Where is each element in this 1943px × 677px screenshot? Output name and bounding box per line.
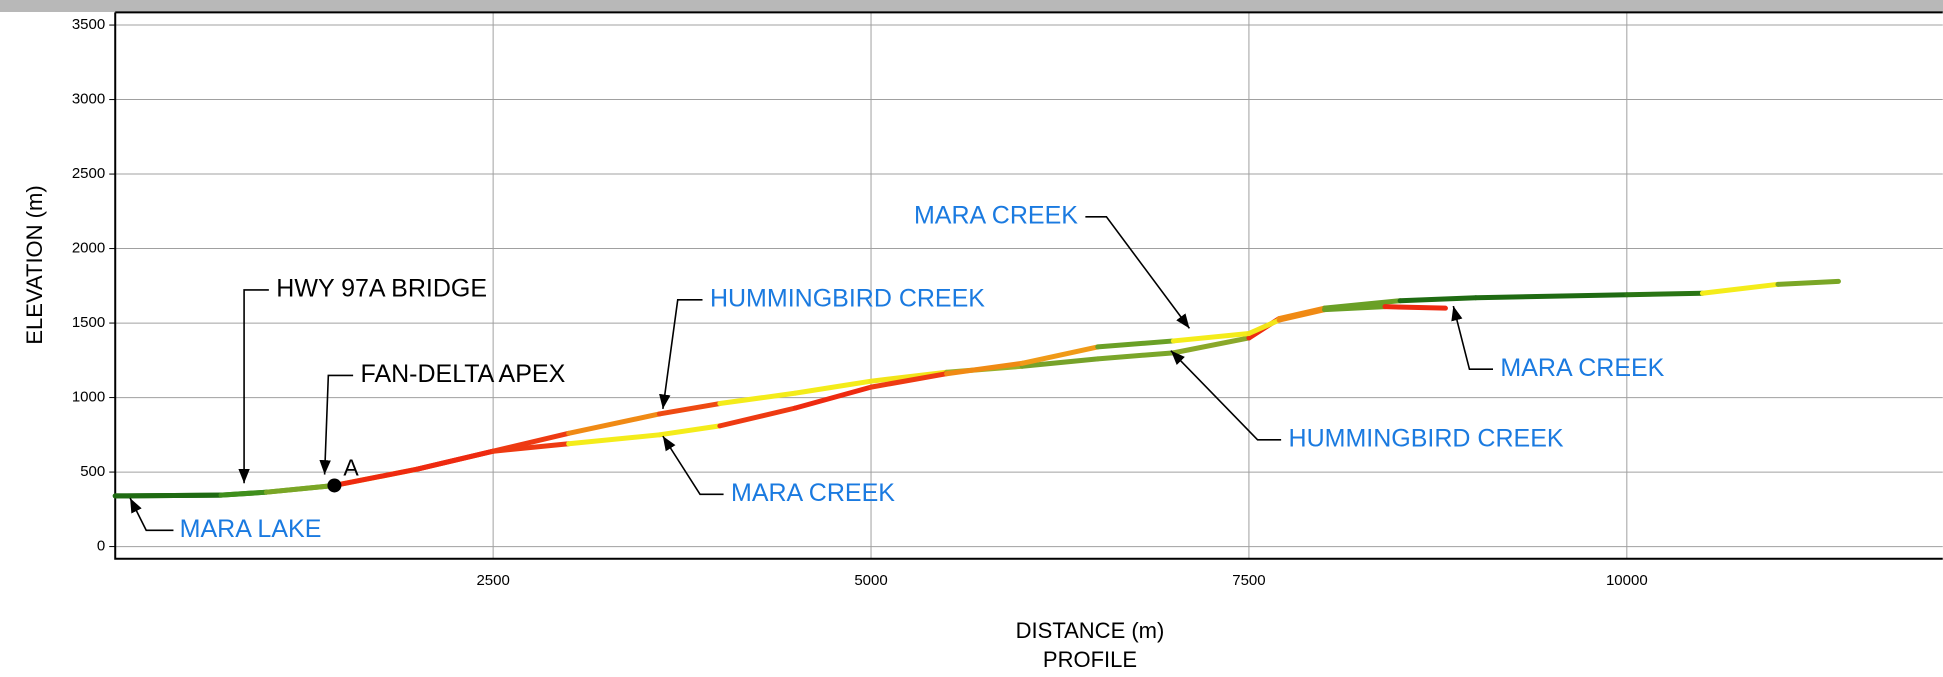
profile-segment bbox=[1170, 335, 1252, 356]
y-tick-label: 3000 bbox=[72, 91, 105, 108]
y-tick-label: 0 bbox=[97, 538, 105, 555]
profile-segment bbox=[1382, 304, 1448, 311]
profile-segment bbox=[944, 360, 1025, 377]
profile-segment bbox=[1699, 281, 1781, 296]
profile-segment bbox=[566, 411, 662, 436]
annotation: MARA CREEK bbox=[1500, 354, 1664, 382]
map-strip bbox=[0, 0, 1943, 12]
profile-segment bbox=[263, 482, 337, 495]
profile-segment bbox=[717, 405, 798, 429]
x-tick-label: 7500 bbox=[1232, 572, 1265, 589]
annotation: HUMMINGBIRD CREEK bbox=[1289, 424, 1564, 452]
profile-segment bbox=[112, 492, 224, 499]
x-tick-label: 10000 bbox=[1606, 572, 1648, 589]
profile-segment bbox=[1019, 356, 1101, 369]
profile-segment bbox=[1322, 304, 1388, 313]
y-tick-label: 1000 bbox=[72, 389, 105, 406]
y-tick-label: 1500 bbox=[72, 314, 105, 331]
profile-segment bbox=[792, 378, 874, 396]
profile-segment bbox=[1170, 330, 1252, 344]
subtitle: PROFILE bbox=[1043, 647, 1137, 672]
y-tick-label: 2000 bbox=[72, 240, 105, 257]
profile-segment bbox=[656, 423, 723, 438]
plot-frame bbox=[114, 12, 1943, 560]
profile-segment bbox=[1775, 278, 1841, 287]
leader-arrow bbox=[129, 497, 174, 532]
leader-arrow bbox=[1085, 216, 1191, 329]
profile-segment bbox=[1276, 307, 1328, 323]
annotation: MARA LAKE bbox=[180, 515, 322, 543]
annotation: HUMMINGBIRD CREEK bbox=[710, 284, 985, 312]
leader-arrow bbox=[659, 299, 703, 409]
profile-segment bbox=[717, 390, 798, 407]
profile-segment bbox=[1095, 350, 1176, 362]
x-axis-label: DISTANCE (m) bbox=[1016, 618, 1165, 643]
profile-segment bbox=[415, 448, 496, 472]
profile-segment bbox=[1624, 290, 1705, 298]
profile-segment bbox=[868, 371, 950, 390]
profile-segment bbox=[490, 441, 572, 454]
profile-segment bbox=[792, 384, 874, 411]
profile-segment bbox=[1397, 295, 1479, 304]
x-tick-label: 5000 bbox=[854, 572, 887, 589]
y-tick-label: 2500 bbox=[72, 165, 105, 182]
annotation: MARA CREEK bbox=[731, 479, 895, 507]
point bbox=[327, 478, 342, 493]
profile-segment bbox=[1246, 317, 1282, 336]
profile-segment bbox=[656, 401, 723, 417]
profile-segment bbox=[331, 466, 421, 488]
y-axis-label: ELEVATION (m) bbox=[22, 185, 47, 344]
leader-arrow bbox=[1170, 350, 1282, 441]
y-tick-label: 500 bbox=[80, 463, 105, 480]
annotation: FAN-DELTA APEX bbox=[361, 360, 566, 388]
leader-arrow bbox=[238, 289, 269, 484]
leader-arrow bbox=[319, 374, 354, 475]
point-label: A bbox=[343, 455, 359, 481]
profile-segment bbox=[1019, 344, 1101, 366]
profile-segment bbox=[218, 489, 269, 498]
y-tick-label: 3500 bbox=[72, 16, 105, 33]
profile-segment bbox=[1095, 338, 1176, 350]
profile-segment bbox=[1473, 292, 1630, 301]
leader-arrow bbox=[1451, 305, 1493, 371]
annotation: MARA CREEK bbox=[914, 201, 1078, 229]
annotation: HWY 97A BRIDGE bbox=[276, 275, 487, 303]
leader-arrow bbox=[662, 435, 724, 496]
profile-segment bbox=[566, 432, 662, 447]
x-tick-label: 2500 bbox=[476, 572, 509, 589]
